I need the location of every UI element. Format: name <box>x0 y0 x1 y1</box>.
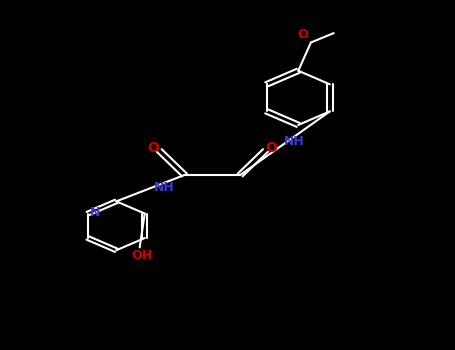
Text: O: O <box>147 141 159 155</box>
Text: O: O <box>266 141 278 155</box>
Text: OH: OH <box>131 249 153 262</box>
Text: N: N <box>91 206 101 219</box>
Text: NH: NH <box>284 135 304 148</box>
Text: NH: NH <box>154 181 175 194</box>
Text: O: O <box>298 28 308 41</box>
